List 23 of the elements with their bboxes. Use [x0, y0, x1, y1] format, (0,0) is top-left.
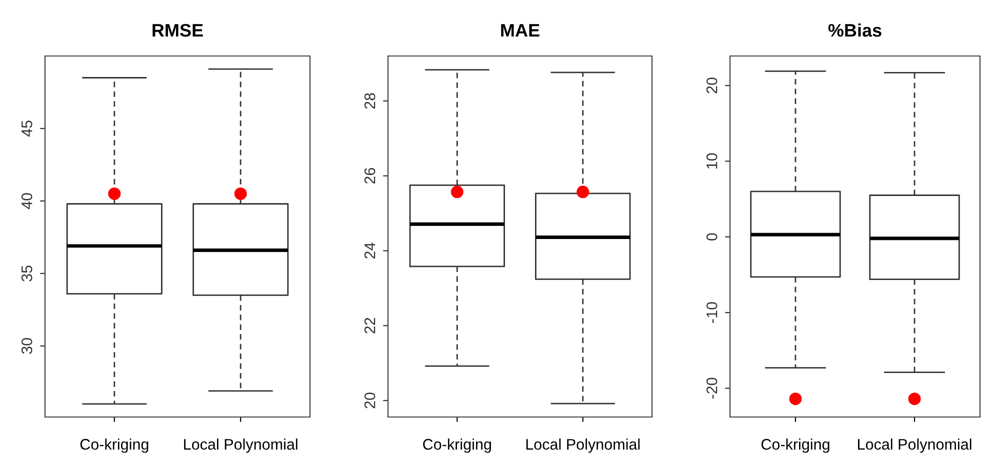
y-tick-label: 22	[364, 318, 376, 334]
y-tick-label: 45	[22, 120, 32, 137]
x-tick-label: Local Polynomial	[858, 438, 972, 453]
chart-title: MAE	[501, 24, 540, 37]
x-tick-label: Local Polynomial	[526, 438, 640, 453]
y-tick-label: 10	[706, 153, 718, 169]
y-tick-label: 24	[364, 242, 376, 258]
y-tick-label: -10	[706, 302, 718, 323]
y-tick-label: 35	[21, 266, 32, 282]
x-tick-label: Co-kriging	[80, 438, 148, 453]
x-tick-label: Co-kriging	[761, 438, 830, 453]
y-tick-label: 0	[706, 233, 718, 241]
y-tick-label: 28	[364, 93, 376, 109]
y-tick-label: 20	[364, 392, 376, 408]
x-tick-label: Co-kriging	[423, 438, 491, 453]
y-tick-label: 26	[364, 168, 376, 184]
y-tick-label: -20	[706, 378, 718, 399]
y-tick-label: 20	[706, 78, 718, 94]
chart-title: %Bias	[828, 23, 882, 37]
y-tick-label: 40	[21, 193, 32, 210]
x-tick-label: Local Polynomial	[184, 438, 298, 453]
y-tick-label: 30	[21, 338, 32, 354]
chart-title: RMSE	[152, 24, 203, 37]
